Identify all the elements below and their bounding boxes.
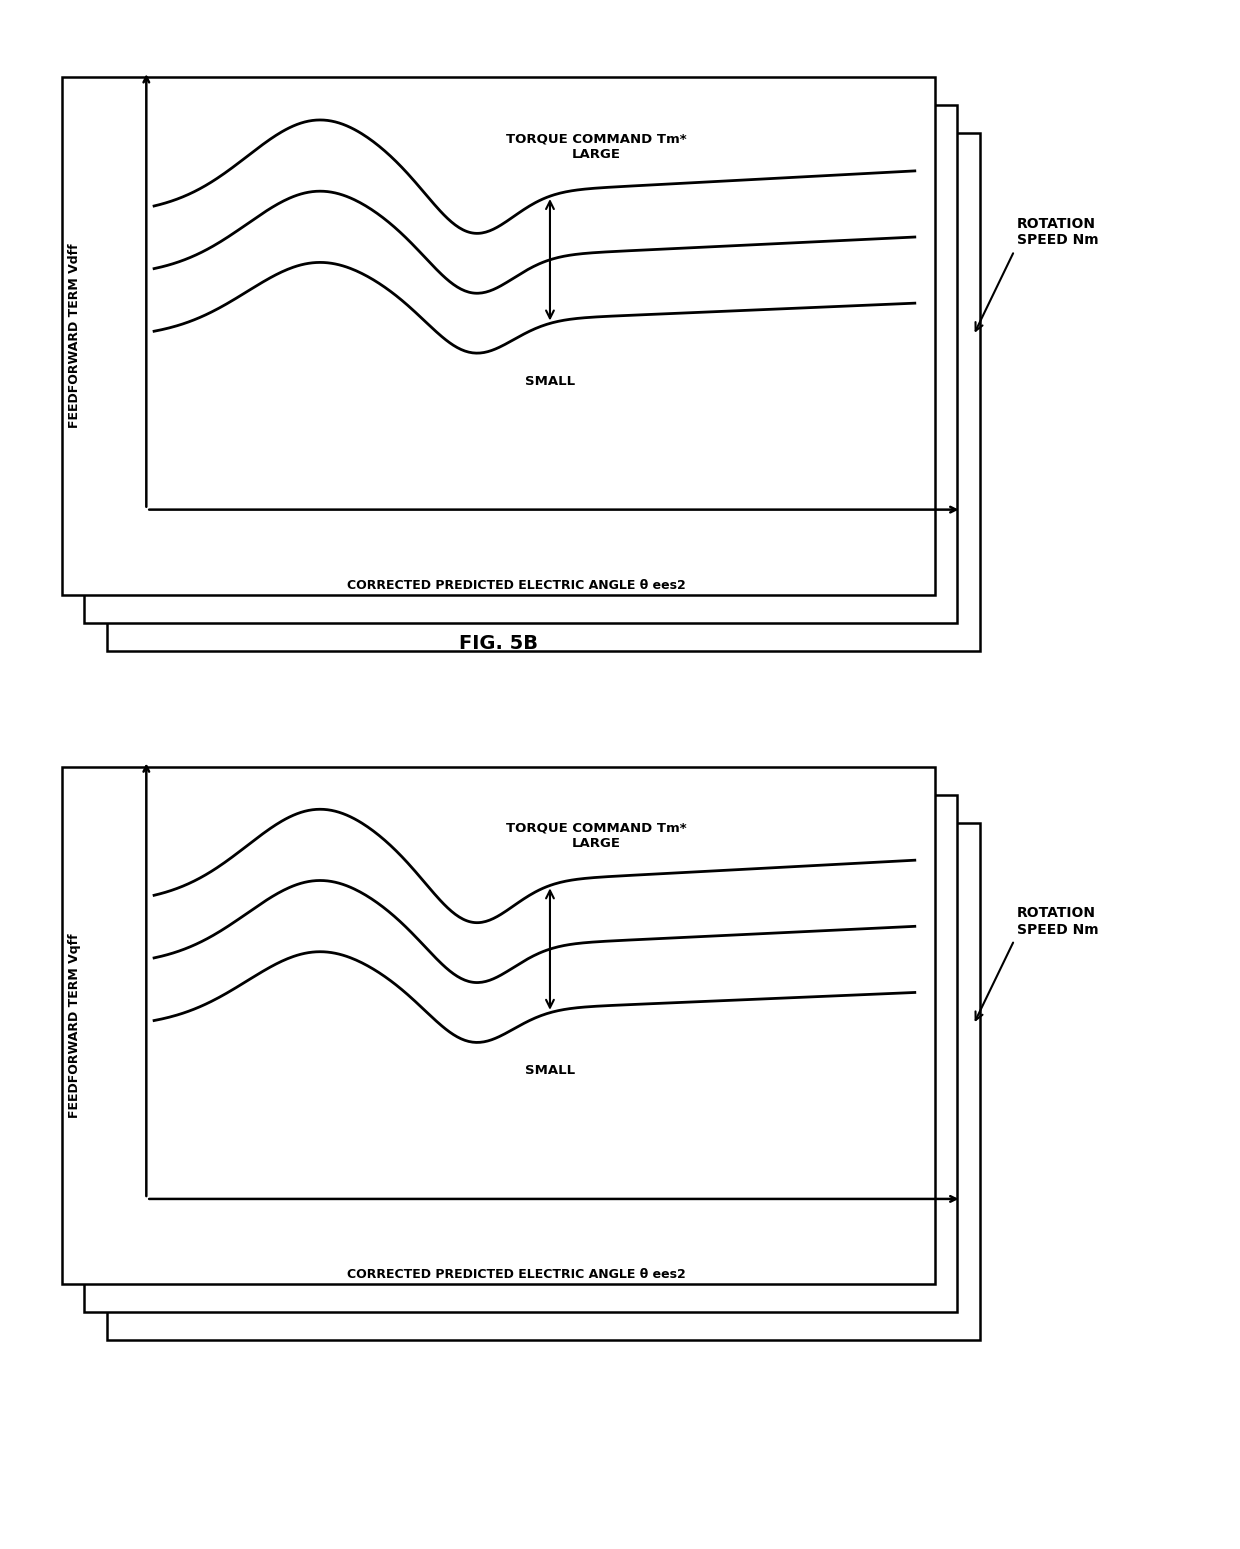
Text: SMALL: SMALL <box>525 1064 575 1077</box>
Text: FEEDFORWARD TERM Vqff: FEEDFORWARD TERM Vqff <box>68 932 81 1118</box>
Text: SMALL: SMALL <box>525 375 575 387</box>
Text: ROTATION
SPEED Nm: ROTATION SPEED Nm <box>1017 906 1099 937</box>
Text: TORQUE COMMAND Tm*
LARGE: TORQUE COMMAND Tm* LARGE <box>506 823 687 850</box>
Text: FEEDFORWARD TERM Vdff: FEEDFORWARD TERM Vdff <box>68 243 81 429</box>
Text: FIG. 5B: FIG. 5B <box>459 634 538 652</box>
Text: CORRECTED PREDICTED ELECTRIC ANGLE θ ees2: CORRECTED PREDICTED ELECTRIC ANGLE θ ees… <box>346 1269 686 1281</box>
Text: CORRECTED PREDICTED ELECTRIC ANGLE θ ees2: CORRECTED PREDICTED ELECTRIC ANGLE θ ees… <box>346 579 686 592</box>
Text: TORQUE COMMAND Tm*
LARGE: TORQUE COMMAND Tm* LARGE <box>506 133 687 161</box>
Text: ROTATION
SPEED Nm: ROTATION SPEED Nm <box>1017 217 1099 248</box>
